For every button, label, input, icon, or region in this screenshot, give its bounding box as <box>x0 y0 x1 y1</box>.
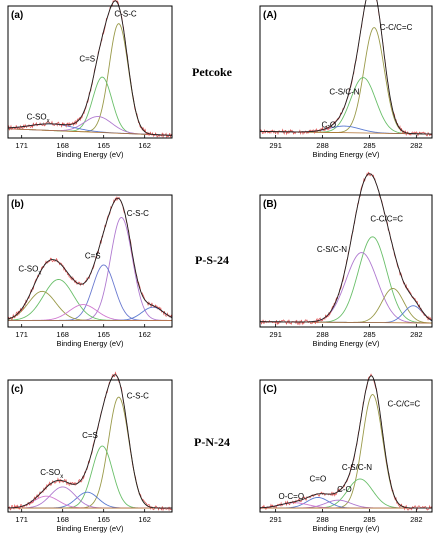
x-tick-label: 171 <box>15 515 28 524</box>
panel-letter: (B) <box>263 199 277 210</box>
peak-label-c-sox: C-SOx <box>27 113 50 125</box>
xps-panel-b-s2p: 171 168 165 162 Binding Energy (eV) (b) C-S-C C… <box>7 194 173 348</box>
panel-letter: (a) <box>11 10 23 21</box>
x-tick-label: 282 <box>410 141 423 150</box>
peak-label-o-c-o: O-C=O <box>278 492 304 501</box>
component-group <box>259 27 433 135</box>
x-tick-label: 165 <box>97 515 110 524</box>
component-c-s-c-n <box>259 77 433 135</box>
baseline <box>7 128 173 136</box>
component-c-sox <box>8 486 172 509</box>
peak-label-c-s-c: C-S-C <box>127 391 149 400</box>
peak-label-c-sox: C-SOx <box>40 468 63 480</box>
peak-label-c-s: C=S <box>85 251 101 260</box>
peak-label-c-sox: C-SOx <box>18 265 41 277</box>
fitted-envelope <box>7 374 172 509</box>
component-c-s-c-2 <box>8 304 172 321</box>
peak-label-c-s-c: C-S-C <box>127 209 149 218</box>
component-group <box>7 396 172 509</box>
plot-frame <box>259 5 433 139</box>
sample-name-p-s-24: P-S-24 <box>195 253 229 267</box>
component-c-s-c <box>8 396 172 509</box>
peak-label-c-s-c-n: C-S/C-N <box>317 245 347 254</box>
x-axis-title: Binding Energy (eV) <box>56 150 124 159</box>
x-axis-title: Binding Energy (eV) <box>312 524 380 533</box>
x-tick-label: 285 <box>363 141 376 150</box>
plot-frame <box>7 5 173 139</box>
panel-letter: (b) <box>11 199 24 210</box>
x-tick-label: 282 <box>410 330 423 339</box>
sample-name-p-n-24: P-N-24 <box>194 435 230 449</box>
x-axis-title: Binding Energy (eV) <box>56 524 124 533</box>
x-tick-label: 168 <box>56 515 69 524</box>
x-axis-title: Binding Energy (eV) <box>56 339 124 348</box>
x-tick-label: 171 <box>15 330 28 339</box>
fitted-envelope <box>259 0 433 135</box>
peak-label-c-c-c-c: C-C/C=C <box>388 399 421 408</box>
x-tick-label: 165 <box>97 330 110 339</box>
plot-frame <box>259 194 433 328</box>
panel-letter: (C) <box>263 384 277 395</box>
xps-panel-c-s2p: 171 168 165 162 Binding Energy (eV) (c) C-S-C C… <box>7 371 173 533</box>
peak-label-c-s-c: C-S-C <box>114 10 136 19</box>
peak-label-c-s-c-n: C-S/C-N <box>342 463 372 472</box>
peak-label-c-s-c-n: C-S/C-N <box>329 87 359 96</box>
x-tick-label: 288 <box>316 141 329 150</box>
sample-name-petcoke: Petcoke <box>192 65 233 79</box>
fitted-envelope <box>7 0 173 136</box>
x-tick-label: 291 <box>269 515 282 524</box>
x-tick-label: 288 <box>316 330 329 339</box>
x-tick-label: 291 <box>269 330 282 339</box>
x-tick-label: 291 <box>269 141 282 150</box>
peak-label-c-c-c-c: C-C/C=C <box>380 23 413 32</box>
plot-frame <box>7 194 173 328</box>
peak-label-c-o: C=O <box>310 475 327 484</box>
x-tick-label: 288 <box>316 515 329 524</box>
plot-frame <box>7 379 173 513</box>
fitted-envelope <box>7 197 173 320</box>
sample-names: Petcoke P-S-24 P-N-24 <box>192 65 233 449</box>
xps-panel-b-c1s: 291 288 285 282 Binding Energy (eV) (B) C-C/C=… <box>259 171 433 348</box>
x-axis-title: Binding Energy (eV) <box>312 150 380 159</box>
x-tick-label: 171 <box>15 141 28 150</box>
x-tick-label: 162 <box>138 141 151 150</box>
plot-frame <box>259 379 433 513</box>
peak-label-c-o: C-O <box>337 485 352 494</box>
component-c-c-c-c <box>259 27 433 135</box>
panel-letter: (c) <box>11 384 23 395</box>
x-tick-label: 285 <box>363 515 376 524</box>
fitted-envelope <box>259 375 432 509</box>
x-tick-label: 168 <box>56 330 69 339</box>
panel-letter: (A) <box>263 10 277 21</box>
x-tick-label: 282 <box>410 515 423 524</box>
peak-label-c-s: C=S <box>79 54 95 63</box>
x-tick-label: 162 <box>138 515 151 524</box>
xps-panel-a-s2p: 171 168 165 162 Binding Energy (eV) (a) C-S-C C… <box>7 0 173 159</box>
peak-label-c-c-c-c: C-C/C=C <box>370 214 403 223</box>
x-axis-title: Binding Energy (eV) <box>312 339 380 348</box>
component-c-s <box>8 445 172 509</box>
raw-spectrum <box>259 0 433 137</box>
fitted-envelope <box>259 173 433 323</box>
x-tick-label: 162 <box>138 330 151 339</box>
x-tick-label: 285 <box>363 330 376 339</box>
xps-panel-a-c1s: 291 288 285 282 Binding Energy (eV) (A) C-C/C=… <box>259 0 433 159</box>
x-tick-label: 168 <box>56 141 69 150</box>
peak-label-c-o: C-O <box>321 120 336 129</box>
x-tick-label: 165 <box>97 141 110 150</box>
xps-panel-c-c1s: 291 288 285 282 Binding Energy (eV) (C) C-C/C=… <box>259 373 433 533</box>
panels: 171 168 165 162 Binding Energy (eV) (a) C-S-C C… <box>7 0 433 533</box>
peak-label-c-s: C=S <box>82 431 98 440</box>
